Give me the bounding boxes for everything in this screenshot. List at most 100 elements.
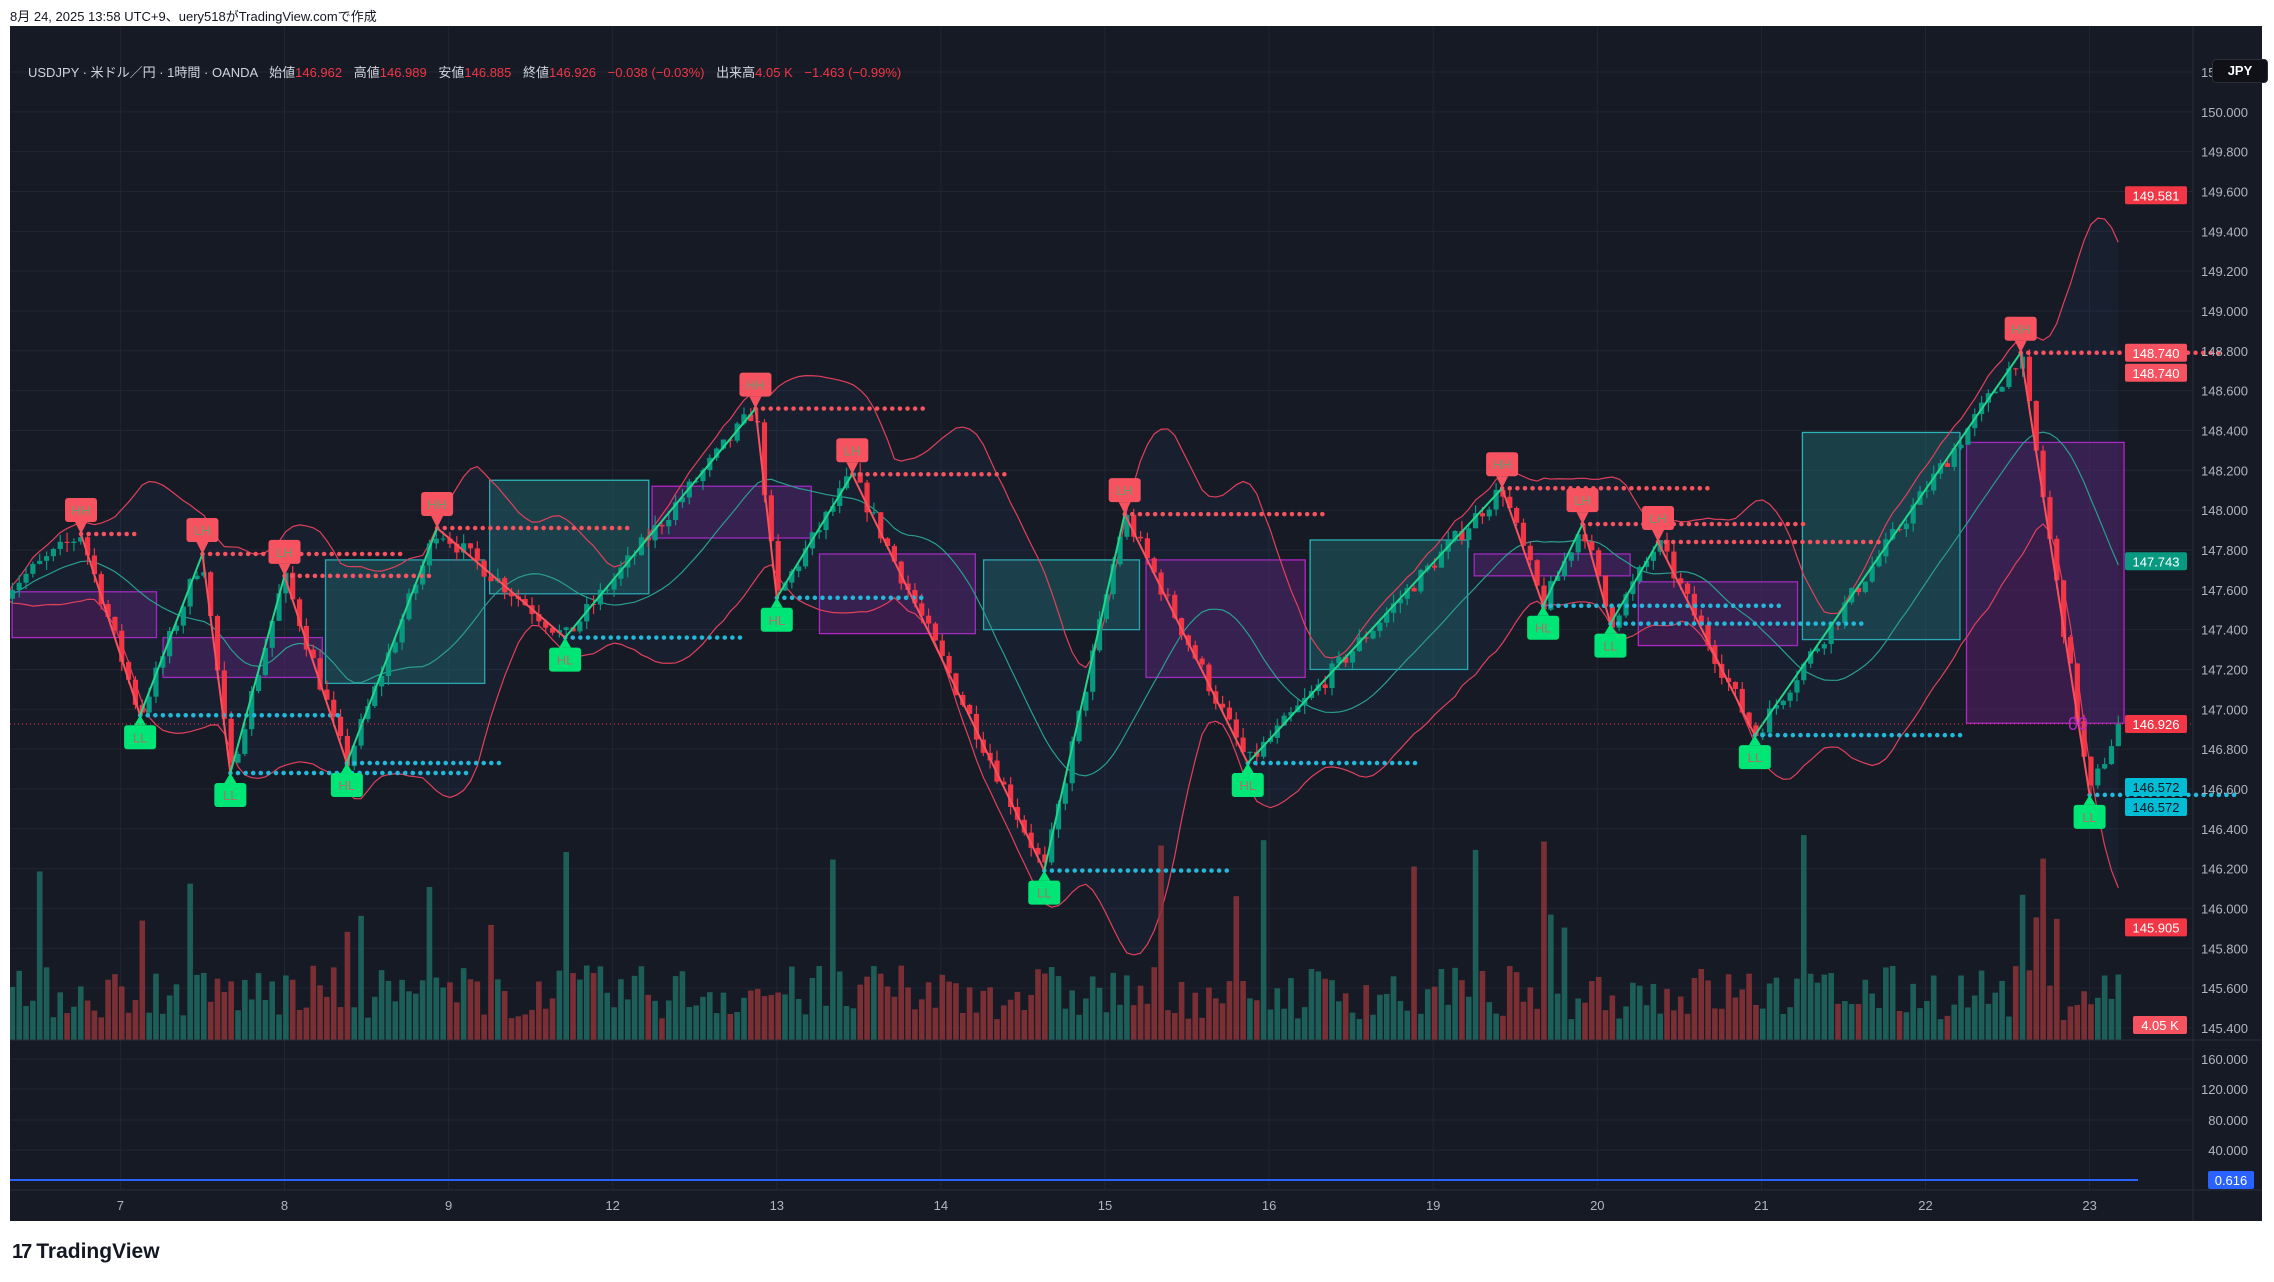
candle (310, 644, 316, 659)
price-tag: 149.581 (2125, 186, 2187, 205)
candle (112, 616, 118, 635)
candle-body (201, 572, 207, 576)
volume-bar (1479, 970, 1486, 1040)
candle-body (666, 519, 672, 527)
candle-body (2040, 450, 2046, 498)
candle (864, 480, 870, 522)
chart-area[interactable]: USDJPY · 米ドル／円 · 1時間 · OANDA 始値146.962 高… (10, 26, 2268, 1221)
swing-label-box (2004, 316, 2037, 341)
volume-bar (754, 988, 761, 1040)
swing-label-pointer (2083, 794, 2096, 805)
volume-bar (748, 990, 754, 1040)
candle-body (508, 592, 515, 597)
volume-bar (850, 1008, 857, 1040)
candle-body (1890, 529, 1896, 540)
volume-bar (371, 996, 378, 1040)
volume-bar (1212, 998, 1219, 1040)
volume-bar (1821, 974, 1828, 1040)
symbol-info[interactable]: USDJPY · 米ドル／円 · 1時間 · OANDA (28, 65, 258, 80)
candle-body (837, 488, 843, 507)
swing-label-box (2073, 804, 2106, 829)
volume-bar (761, 996, 768, 1040)
candle (1001, 777, 1007, 785)
candle-body (1493, 489, 1499, 510)
volume-bar (1807, 973, 1814, 1040)
tradingview-logo[interactable]: 17 TradingView (12, 1240, 160, 1264)
zigzag-line (283, 575, 348, 764)
volume-bar (1746, 973, 1752, 1040)
candle (1418, 568, 1424, 594)
candle-body (1869, 566, 1875, 582)
swing-label-box (1527, 615, 1560, 640)
volume-bar (1992, 992, 1999, 1040)
candle-body (960, 695, 966, 705)
candle (1541, 577, 1547, 610)
candle-body (1185, 635, 1192, 646)
candle (1220, 695, 1226, 713)
volume-bar (433, 977, 440, 1040)
volume-bar (706, 992, 713, 1040)
volume-bar (1035, 969, 1041, 1040)
volume-bar (159, 1013, 166, 1040)
volume-bar (1862, 979, 1869, 1040)
candle (1903, 519, 1909, 538)
volume-bar (987, 987, 993, 1040)
candle (2033, 400, 2039, 455)
volume-bar (426, 886, 433, 1040)
time-axis-label: 15 (1098, 1198, 1112, 1213)
volume-bar (549, 998, 556, 1040)
volume-bar (1192, 992, 1199, 1040)
volume-bar (64, 1013, 70, 1040)
candle (1520, 518, 1527, 551)
candle-body (1814, 648, 1821, 652)
volume-bar (1739, 989, 1746, 1040)
volume-bar (1828, 973, 1834, 1040)
candle (84, 534, 91, 565)
candle-body (748, 414, 754, 422)
volume-bar (173, 984, 180, 1040)
candle-body (1090, 650, 1096, 692)
volume-bar (1014, 991, 1021, 1040)
bollinger-basis (10, 431, 2119, 777)
candle (775, 534, 781, 598)
swing-label-text: HH (2011, 322, 2030, 337)
candle (1165, 588, 1171, 599)
currency-button[interactable]: JPY (2212, 59, 2268, 83)
candle-body (1233, 719, 1239, 738)
price-axis-label: 149.200 (2201, 264, 2248, 279)
candle (673, 495, 679, 526)
volume-bar (1076, 1014, 1082, 1040)
volume-bar (918, 999, 925, 1040)
price-chart[interactable]: HH LL LH LL LH HL HH HL HH HL LH LL LH HL HH HL LH LL LH LL… (10, 26, 2262, 1221)
volume-bar (611, 1007, 617, 1040)
candle (406, 588, 412, 622)
volume-bar (1527, 987, 1534, 1040)
volume-bar (1390, 976, 1397, 1040)
volume-bar (1999, 980, 2005, 1040)
bullish-zone (324, 559, 486, 685)
candle-body (679, 497, 686, 503)
candle-body (467, 543, 474, 549)
price-axis-label: 145.800 (2201, 941, 2248, 956)
volume-bar (1759, 1008, 1766, 1040)
candle-body (789, 571, 795, 583)
candle-body (932, 623, 939, 641)
volume-bar (392, 1001, 399, 1040)
volume-bar (823, 1005, 829, 1040)
volume-bar (406, 991, 412, 1040)
volume-bar (1124, 975, 1130, 1040)
candle-body (1609, 606, 1615, 628)
candle (461, 534, 467, 560)
candle (1828, 622, 1834, 654)
volume-bar (2088, 1004, 2094, 1040)
candle-body (296, 599, 303, 626)
low-label: 安値 (438, 65, 465, 80)
candle-body (1008, 784, 1014, 808)
volume-bar (1117, 1004, 1123, 1040)
candle-body (30, 563, 36, 574)
swing-label-text: HH (1493, 457, 1512, 472)
candle-body (2013, 368, 2019, 370)
candle (1261, 736, 1267, 760)
candle-body (830, 506, 836, 512)
volume-bar (939, 974, 946, 1040)
